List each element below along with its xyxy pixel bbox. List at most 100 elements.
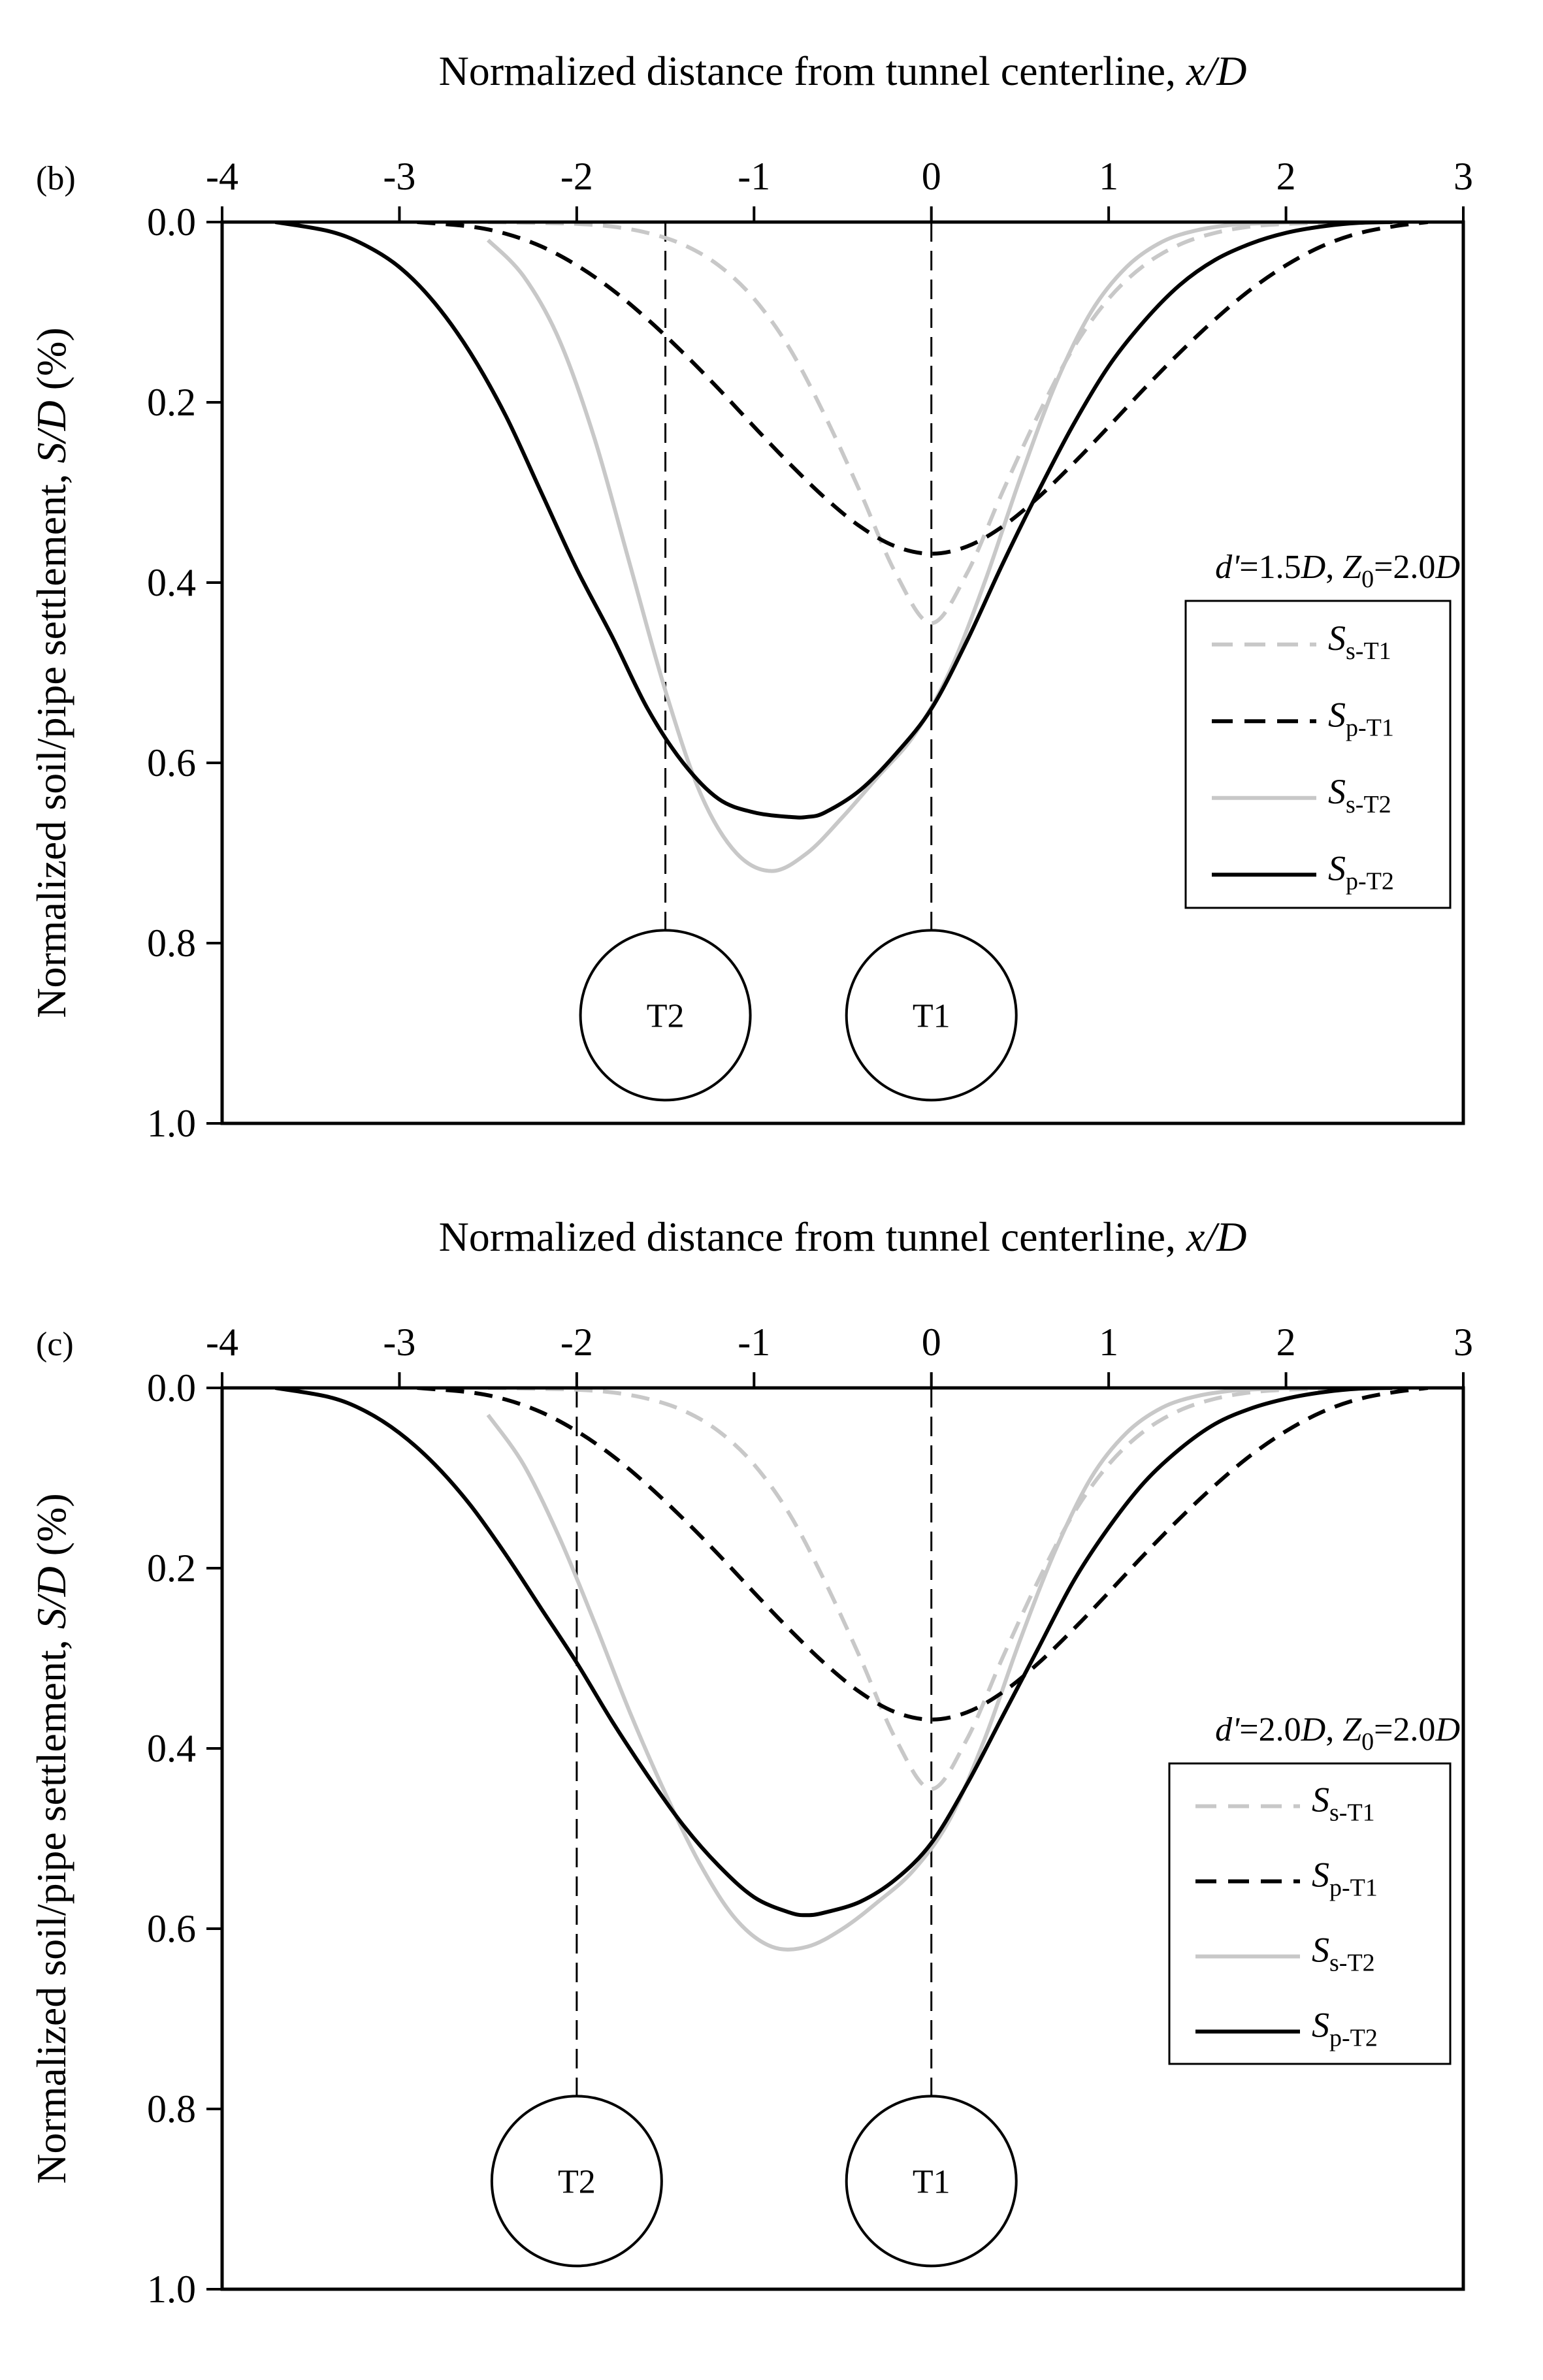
plot-area [274,222,1429,873]
y-tick-label: 0.0 [147,201,196,244]
y-axis-title-variable: S/D [28,400,74,463]
x-tick-label: -1 [738,155,770,198]
x-tick-label: -3 [383,155,415,198]
x-tick-label: -2 [560,1321,593,1364]
y-tick-label: 1.0 [147,2268,196,2311]
series-line-sp-t1 [417,222,1429,556]
param-separator: , [1325,549,1342,586]
param-dprime-unit: D [1301,1711,1326,1748]
y-axis-title-unit: (%) [28,1493,74,1566]
param-z-value: =2.0 [1374,1711,1435,1748]
legend-box [1168,1762,1452,2065]
x-tick-label: 2 [1276,1321,1296,1364]
legend-symbol: S [1312,1856,1329,1895]
legend-symbol: S [1312,1780,1329,1820]
param-z-subscript: 0 [1361,1728,1374,1756]
y-tick-label: 0.0 [147,1366,196,1409]
tunnel-t2-circle [490,2095,663,2268]
y-axis-title-text: Normalized soil/pipe settlement, [28,1629,74,2184]
legend-subscript: p-T1 [1329,1874,1378,1902]
legend-subscript: s-T2 [1329,1950,1375,1977]
series-line-sp-t1 [417,1388,1429,1722]
x-tick-label: 0 [922,1321,941,1364]
legend-symbol: S [1328,772,1346,811]
param-z: Z [1342,1711,1362,1748]
param-dprime-value: =2.0 [1239,1711,1301,1748]
panel-label: (c) [36,1326,74,1363]
x-axis-title-text: Normalized distance from tunnel centerli… [439,48,1186,94]
legend-symbol: S [1312,2006,1329,2045]
tunnel-t2-label: T2 [558,2163,596,2200]
legend-subscript: s-T1 [1329,1799,1375,1827]
legend-label-sp-t2: Sp-T2 [1328,848,1394,895]
parameter-annotation: d'=1.5D, Z0=2.0D [1215,549,1460,593]
legend-symbol: S [1328,695,1346,734]
plot-frame [220,220,1465,1125]
tunnel-t1-label: T1 [913,997,950,1035]
legend-box [1184,600,1452,909]
x-tick-label: 3 [1454,155,1473,198]
legend-symbol: S [1328,619,1346,658]
legend-symbol: S [1328,848,1346,888]
legend-subscript: s-T2 [1346,791,1391,818]
x-axis-title-variable: x/D [1186,48,1246,94]
legend-label-ss-t2: Ss-T2 [1328,772,1391,818]
legend-label-sp-t1: Sp-T1 [1328,695,1394,741]
x-tick-label: -3 [383,1321,415,1364]
tunnel-t1-label: T1 [913,2163,950,2200]
y-axis-title: Normalized soil/pipe settlement, S/D (%) [28,327,74,1018]
param-z-value: =2.0 [1374,549,1435,586]
x-tick-label: 0 [922,155,941,198]
tunnel-t1-circle [845,929,1018,1102]
legend-subscript: p-T1 [1346,714,1394,741]
tunnel-t1-circle [845,2095,1018,2268]
y-tick-label: 0.4 [147,561,196,604]
series-line-ss-t1 [488,1388,1375,1792]
param-z-unit: D [1435,549,1460,586]
tunnel-t2-circle [579,929,752,1102]
y-tick-label: 0.6 [147,1907,196,1950]
chart-panel-b: Normalized distance from tunnel centerli… [28,48,1473,1145]
chart-panel-c: Normalized distance from tunnel centerli… [28,1214,1473,2311]
x-axis-title-text: Normalized distance from tunnel centerli… [439,1214,1186,1260]
legend-label-sp-t1: Sp-T1 [1312,1856,1378,1902]
parameter-annotation: d'=2.0D, Z0=2.0D [1215,1711,1460,1756]
series-line-ss-t1 [488,222,1375,626]
x-axis-title: Normalized distance from tunnel centerli… [439,48,1247,94]
y-tick-label: 0.8 [147,922,196,965]
x-tick-label: 1 [1099,1321,1118,1364]
param-dprime-value: =1.5 [1239,549,1301,586]
series-line-sp-t2 [274,1388,1393,1918]
legend-label-ss-t1: Ss-T1 [1328,619,1391,665]
param-z-unit: D [1435,1711,1460,1748]
y-tick-label: 0.4 [147,1727,196,1770]
param-z: Z [1342,549,1362,586]
panel-label: (b) [36,160,76,197]
y-tick-label: 1.0 [147,1102,196,1145]
series-line-ss-t2 [486,1388,1375,1952]
x-tick-label: -4 [206,155,238,198]
y-axis-title: Normalized soil/pipe settlement, S/D (%) [28,1493,74,2184]
x-tick-label: 1 [1099,155,1118,198]
y-tick-label: 0.8 [147,2087,196,2131]
legend-label-sp-t2: Sp-T2 [1312,2006,1378,2052]
plot-frame [220,1386,1465,2291]
y-axis-title-unit: (%) [28,327,74,400]
y-tick-label: 0.2 [147,381,196,424]
x-tick-label: -1 [738,1321,770,1364]
param-dprime: d' [1215,1711,1240,1748]
y-tick-label: 0.2 [147,1547,196,1590]
x-axis-title: Normalized distance from tunnel centerli… [439,1214,1247,1260]
plot-area [274,1388,1429,1952]
x-axis-title-variable: x/D [1186,1214,1246,1260]
param-z-subscript: 0 [1361,566,1374,593]
tunnel-t2-label: T2 [647,997,685,1035]
param-dprime-unit: D [1301,549,1326,586]
y-axis-title-variable: S/D [28,1566,74,1629]
legend-symbol: S [1312,1931,1329,1970]
legend-subscript: s-T1 [1346,637,1391,665]
series-line-sp-t2 [274,222,1393,820]
y-tick-label: 0.6 [147,741,196,784]
